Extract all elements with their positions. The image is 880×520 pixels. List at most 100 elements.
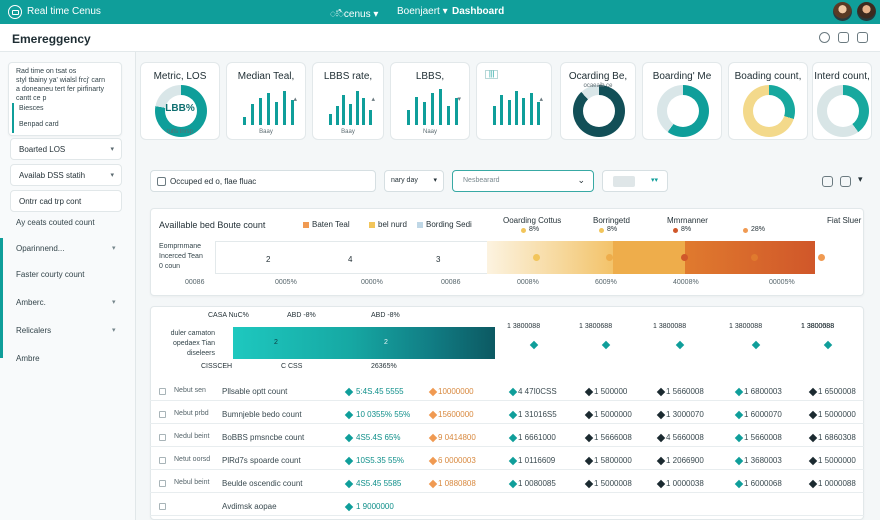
cell-value: 15600000	[438, 410, 474, 419]
kpi-mini-bars	[487, 87, 541, 125]
kpi-bar	[431, 92, 434, 125]
calendar-icon[interactable]	[857, 32, 868, 43]
heat-label: duler camaton	[170, 330, 215, 337]
sidebar-item-label: Ambre	[16, 354, 40, 363]
cell-value: 1 5000000	[818, 410, 856, 419]
filter-icon[interactable]	[840, 176, 851, 187]
heat-marker	[751, 340, 761, 350]
kpi-card[interactable]: Interd count,	[812, 62, 872, 140]
kpi-card[interactable]: LBBS, ▾ Naay	[390, 62, 470, 140]
search-input[interactable]: Nesbearard ⌄	[452, 170, 594, 192]
sidebar-item[interactable]: Ontrr cad trp cont	[10, 190, 122, 212]
row-checkbox[interactable]	[159, 480, 166, 487]
kpi-bar	[283, 90, 286, 125]
cell-value: 1 0880808	[438, 479, 476, 488]
kpi-card[interactable]: Boarding' Me	[642, 62, 722, 140]
row-divider	[150, 446, 864, 447]
row-checkbox[interactable]	[159, 457, 166, 464]
intro-line: cantt ce p	[16, 95, 47, 102]
cell-value: 1 6500008	[818, 387, 856, 396]
heat-sub: CISSCEH	[201, 363, 233, 370]
legend-label: bel nurd	[378, 220, 407, 229]
search-icon[interactable]	[819, 32, 830, 43]
nav-boenjaert[interactable]: Boenjaert ▾	[397, 6, 448, 17]
heat-col-value: 1 3800088	[729, 323, 763, 330]
kpi-bar	[275, 102, 278, 125]
kpi-card[interactable]: Ocarding Be, ocaeaib ce	[560, 62, 636, 140]
sidebar-item[interactable]: Oparinnend... ▾	[16, 244, 116, 253]
kpi-card[interactable]: LBBS rate, ▴ Baay	[312, 62, 384, 140]
kpi-bar	[355, 90, 359, 125]
sidebar-item[interactable]: Availab DSS statih ▾	[10, 164, 122, 186]
kpi-title: LBBS rate,	[323, 71, 373, 82]
kpi-bar	[259, 98, 262, 125]
kpi-center-value: LBB%	[165, 103, 195, 114]
sidebar-item[interactable]: Faster courty count	[16, 270, 84, 279]
kpi-bar	[493, 106, 496, 125]
print-icon[interactable]	[838, 32, 849, 43]
search-input-text: Nesbearard	[463, 177, 500, 184]
nav-dashboard[interactable]: Dashboard	[452, 6, 505, 17]
kpi-bar	[243, 117, 246, 125]
heat-header: CASA NuC%	[208, 312, 249, 319]
kpi-bar	[291, 100, 294, 125]
cell-value: 1 5000000	[818, 456, 856, 465]
kpi-bar	[251, 104, 254, 125]
kpi-caption: Baay	[341, 129, 355, 135]
census-pct-dot	[743, 228, 748, 233]
sidebar: Rad time on tsat os styl tbainy ya' wial…	[0, 52, 136, 520]
export-icon[interactable]	[822, 176, 833, 187]
intro-line: styl tbainy ya' wialsl frcj' carn	[16, 77, 106, 84]
kpi-title: Metric, LOS	[153, 71, 207, 82]
nav-census[interactable]: ःैcenus ▾	[330, 9, 379, 20]
row-divider	[150, 423, 864, 424]
avatar[interactable]	[833, 2, 852, 21]
chevron-down-icon: ▾	[112, 327, 116, 334]
row-divider	[150, 469, 864, 470]
date-filter[interactable]: Occuped ed o, flae fluac	[150, 170, 376, 192]
row-checkbox[interactable]	[159, 503, 166, 510]
kpi-card[interactable]: Boading count,	[728, 62, 808, 140]
kpi-bar	[447, 106, 450, 125]
cell-value: 4S5.45 5585	[356, 479, 402, 488]
daily-select[interactable]: nary day ▾	[384, 170, 444, 192]
page-title: Emereggency	[12, 32, 91, 46]
sidebar-item[interactable]: Boarted LOS ▾	[10, 138, 122, 160]
kpi-bar	[515, 90, 518, 125]
sidebar-item[interactable]: Ay ceats couted count	[16, 218, 95, 227]
cell-value: 1 9000000	[356, 502, 394, 511]
kpi-tag: |||	[485, 70, 499, 79]
row-checkbox[interactable]	[159, 388, 166, 395]
census-row-label: Incerced Tean	[159, 253, 203, 260]
kpi-card[interactable]: Median Teal, ▴ Baay	[226, 62, 306, 140]
kpi-bar	[423, 102, 426, 125]
chevron-down-icon: ▾	[433, 177, 437, 184]
kpi-card[interactable]: Metric, LOS LBB% tulfs tnrsp	[140, 62, 220, 140]
view-toggle[interactable]: ▾▾	[602, 170, 668, 192]
sidebar-item[interactable]: Amberc. ▾	[16, 298, 116, 307]
kpi-title: Median Teal,	[237, 71, 295, 82]
sidebar-item[interactable]: Ambre	[16, 354, 40, 363]
avatar-secondary[interactable]	[857, 2, 876, 21]
sidebar-item[interactable]: Relicalers ▾	[16, 326, 116, 335]
section-sub[interactable]: Benpad card	[19, 121, 59, 128]
cell-value: 1 6000068	[744, 479, 782, 488]
census-pct: 8%	[607, 226, 618, 233]
row-checkbox[interactable]	[159, 411, 166, 418]
row-label: Bumnjeble bedo count	[222, 410, 302, 419]
kpi-card[interactable]: ▴ |||	[476, 62, 552, 140]
census-pct: 8%	[681, 226, 692, 233]
chevron-down-icon: ▾	[110, 172, 114, 179]
trend-icon: ▴	[371, 96, 375, 103]
census-pct-dot	[599, 228, 604, 233]
heat-header: ABD -8%	[371, 312, 400, 319]
census-title: Availlable bed Boute count	[159, 220, 266, 230]
census-value: 4	[348, 255, 353, 264]
app-logo-icon	[8, 5, 22, 19]
heat-label: diseleers	[186, 350, 215, 357]
chevron-down-icon[interactable]: ▾	[858, 174, 863, 184]
row-checkbox[interactable]	[159, 434, 166, 441]
chevron-down-icon: ▾	[112, 245, 116, 252]
kpi-title: LBBS,	[415, 71, 445, 82]
census-value: 2	[266, 255, 271, 264]
